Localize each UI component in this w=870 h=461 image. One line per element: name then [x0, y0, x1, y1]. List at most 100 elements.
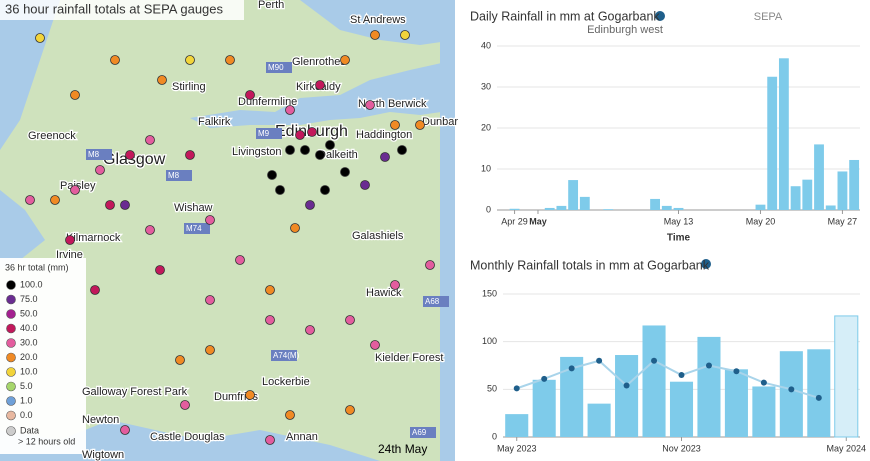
road-label: M90	[268, 63, 284, 72]
bar	[673, 207, 684, 210]
gauge	[340, 55, 350, 65]
bar	[697, 336, 721, 437]
legend-label: 40.0	[20, 323, 38, 333]
legend-label: 0.0	[20, 410, 33, 420]
gauge	[50, 195, 60, 205]
gauge	[95, 165, 105, 175]
gauge	[285, 105, 295, 115]
place-label: Stirling	[172, 81, 206, 93]
bar	[642, 325, 666, 437]
gauge	[235, 255, 245, 265]
gauge	[300, 145, 310, 155]
legend-label: 1.0	[20, 395, 33, 405]
gauge	[125, 150, 135, 160]
gauge	[380, 152, 390, 162]
legend-title: 36 hr total (mm)	[5, 262, 69, 272]
gauge	[370, 340, 380, 350]
gauge	[245, 90, 255, 100]
bar	[650, 198, 660, 210]
line	[516, 359, 820, 399]
bar	[556, 205, 567, 210]
gauge	[145, 135, 155, 145]
gauge	[340, 167, 350, 177]
gauge	[265, 435, 275, 445]
gauge	[70, 185, 80, 195]
y-tick-label: 100	[482, 336, 497, 346]
place-label: Wigtown	[82, 449, 124, 461]
x-tick-label: May 20	[746, 216, 776, 226]
legend-label: 5.0	[20, 381, 33, 391]
gauge	[205, 215, 215, 225]
gauge	[365, 100, 375, 110]
gauge	[180, 400, 190, 410]
gauge	[105, 200, 115, 210]
legend-swatch	[6, 410, 16, 421]
sea	[0, 0, 60, 150]
legend-label: 10.0	[20, 366, 38, 376]
sea	[0, 190, 45, 270]
line-point	[705, 362, 712, 369]
bar	[544, 207, 555, 210]
place-label: Kilmarnock	[66, 232, 121, 244]
gauge	[110, 55, 120, 65]
line-point	[596, 357, 603, 364]
bar	[579, 196, 590, 210]
chart-subtitle: Edinburgh west	[587, 24, 663, 36]
bar	[603, 209, 614, 210]
place-label: Wishaw	[174, 202, 213, 214]
info-icon[interactable]	[655, 11, 665, 21]
gauge	[70, 90, 80, 100]
bar	[814, 144, 824, 210]
gauge	[265, 285, 275, 295]
map-title: 36 hour rainfall totals at SEPA gauges	[5, 1, 224, 16]
road-label: A69	[412, 428, 427, 437]
gauge	[185, 55, 195, 65]
x-tick-label: May 27	[828, 216, 858, 226]
gauge	[390, 120, 400, 130]
x-tick-label: Apr 29	[501, 216, 528, 226]
solway-firth	[0, 420, 380, 461]
x-axis-label: Time	[667, 233, 691, 244]
gauge	[315, 80, 325, 90]
road-label: A68	[425, 297, 440, 306]
line-point	[623, 382, 630, 389]
gauge	[295, 130, 305, 140]
gauge	[345, 405, 355, 415]
place-label: Galashiels	[352, 230, 404, 242]
chart-title: Daily Rainfall in mm at Gogarbank	[470, 9, 660, 23]
map-title-bg	[0, 0, 244, 20]
bar	[568, 180, 579, 210]
gauge	[157, 75, 167, 85]
gauge	[185, 150, 195, 160]
line-point	[678, 372, 685, 379]
gauge	[275, 185, 285, 195]
sea	[440, 0, 455, 461]
gauge	[90, 285, 100, 295]
gauge	[175, 355, 185, 365]
line-point	[513, 385, 520, 392]
bar	[752, 386, 776, 437]
place-label: Dalkeith	[318, 149, 358, 161]
y-tick-label: 0	[486, 204, 491, 214]
gauge	[360, 180, 370, 190]
legend-label: > 12 hours old	[18, 436, 75, 446]
bar	[837, 171, 848, 210]
bar	[802, 179, 813, 210]
place-label: Annan	[286, 431, 318, 443]
legend-swatch	[6, 294, 16, 305]
line-point	[815, 394, 822, 401]
y-tick-label: 20	[481, 122, 491, 132]
gauge	[320, 185, 330, 195]
road-badge	[271, 350, 297, 361]
x-tick-label: May 13	[664, 216, 694, 226]
place-label: North Berwick	[358, 98, 427, 110]
road-badge	[184, 223, 210, 234]
legend-swatch	[6, 323, 16, 334]
place-label: Irvine	[56, 249, 83, 261]
x-tick-label: May 2023	[497, 443, 537, 453]
gauge	[305, 200, 315, 210]
info-icon[interactable]	[701, 259, 711, 269]
road-badge	[410, 427, 436, 438]
place-label: Paisley	[60, 180, 96, 192]
legend-label: Data	[20, 425, 39, 435]
